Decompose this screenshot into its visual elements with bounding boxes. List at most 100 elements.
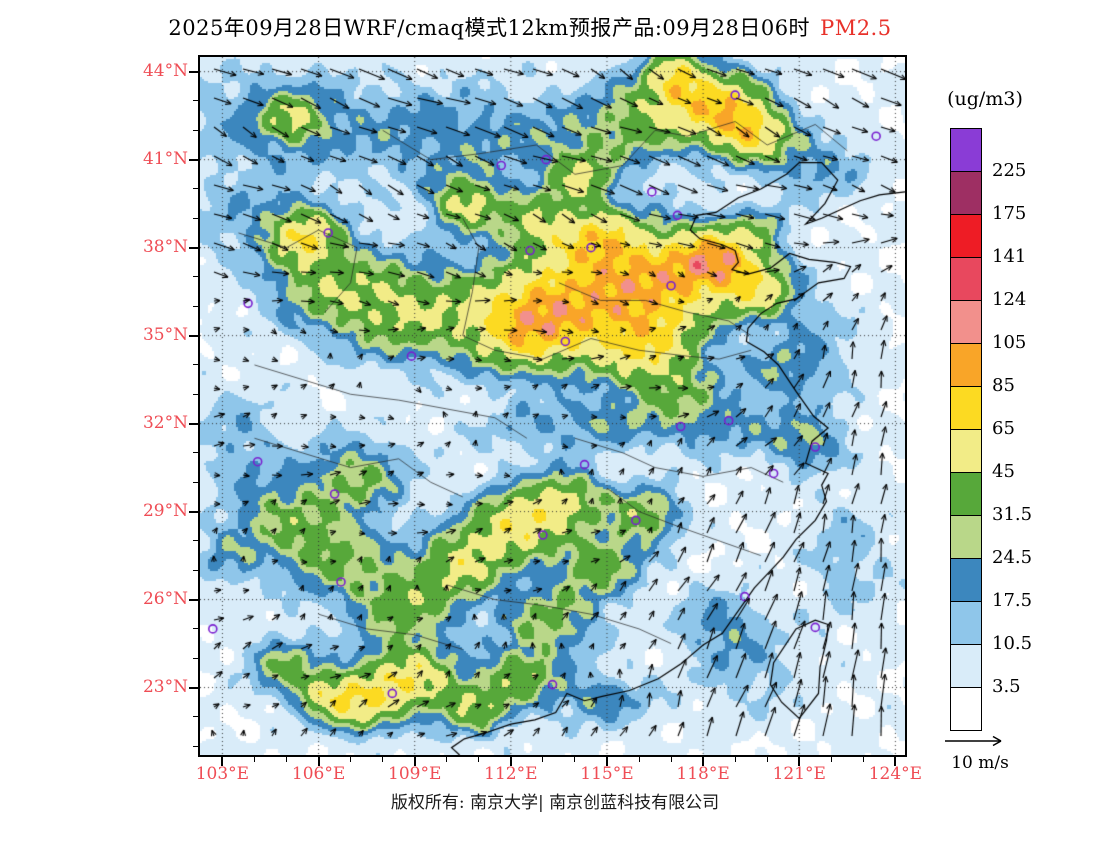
lat-tick-label: 38°N bbox=[142, 236, 188, 257]
lon-tick-minor bbox=[766, 757, 768, 762]
lat-tick-minor bbox=[193, 628, 198, 630]
colorbar-boundary-label: 175 bbox=[992, 203, 1027, 224]
colorbar-swatch bbox=[950, 257, 982, 301]
lat-tick-major bbox=[189, 70, 198, 73]
lat-tick-label: 41°N bbox=[142, 148, 188, 169]
lat-tick-major bbox=[189, 598, 198, 601]
colorbar bbox=[950, 128, 982, 731]
lon-tick-minor bbox=[830, 757, 832, 762]
lat-tick-label: 32°N bbox=[142, 412, 188, 433]
lon-tick-label: 115°E bbox=[580, 764, 634, 784]
colorbar-swatch bbox=[950, 601, 982, 645]
lon-tick-label: 112°E bbox=[484, 764, 538, 784]
lon-tick-minor bbox=[286, 757, 288, 762]
wind-reference-arrow bbox=[945, 735, 1002, 747]
lat-tick-major bbox=[189, 334, 198, 337]
colorbar-boundary-label: 105 bbox=[992, 332, 1027, 353]
lat-tick-minor bbox=[193, 716, 198, 718]
lat-tick-minor bbox=[193, 393, 198, 395]
lon-tick-label: 121°E bbox=[772, 764, 826, 784]
colorbar-boundary-label: 31.5 bbox=[992, 504, 1033, 525]
lon-tick-label: 118°E bbox=[676, 764, 730, 784]
colorbar-boundary-label: 3.5 bbox=[992, 676, 1021, 697]
lon-tick-minor bbox=[478, 757, 480, 762]
title-main: 2025年09月28日WRF/cmaq模式12km预报产品:09月28日06时 bbox=[168, 16, 811, 40]
lon-tick-major bbox=[702, 757, 705, 766]
lat-tick-minor bbox=[193, 540, 198, 542]
colorbar-boundary-label: 17.5 bbox=[992, 590, 1033, 611]
copyright-text: 版权所有: 南京大学| 南京创蓝科技有限公司 bbox=[390, 793, 720, 813]
lat-tick-label: 29°N bbox=[142, 500, 188, 521]
lon-tick-minor bbox=[253, 757, 255, 762]
lat-tick-label: 44°N bbox=[142, 60, 188, 81]
colorbar-swatch bbox=[950, 515, 982, 559]
lon-tick-minor bbox=[542, 757, 544, 762]
colorbar-swatch bbox=[950, 171, 982, 215]
lat-tick-major bbox=[189, 158, 198, 161]
lon-tick-minor bbox=[638, 757, 640, 762]
colorbar-swatch bbox=[950, 644, 982, 688]
lat-tick-major bbox=[189, 422, 198, 425]
lon-tick-major bbox=[798, 757, 801, 766]
colorbar-swatch bbox=[950, 128, 982, 172]
lat-tick-minor bbox=[193, 305, 198, 307]
colorbar-boundary-label: 85 bbox=[992, 375, 1015, 396]
lat-tick-minor bbox=[193, 276, 198, 278]
lon-tick-minor bbox=[446, 757, 448, 762]
lat-tick-minor bbox=[193, 217, 198, 219]
lon-tick-label: 106°E bbox=[291, 764, 346, 784]
lat-tick-minor bbox=[193, 569, 198, 571]
colorbar-boundary-label: 24.5 bbox=[992, 547, 1033, 568]
pm25-map-canvas bbox=[200, 57, 905, 755]
lon-tick-minor bbox=[734, 757, 736, 762]
lat-tick-minor bbox=[193, 188, 198, 190]
colorbar-swatch bbox=[950, 300, 982, 344]
lon-tick-major bbox=[605, 757, 608, 766]
lat-tick-minor bbox=[193, 452, 198, 454]
lon-tick-major bbox=[413, 757, 416, 766]
lat-tick-major bbox=[189, 246, 198, 249]
lat-tick-label: 26°N bbox=[142, 588, 188, 609]
map-frame bbox=[198, 55, 907, 757]
colorbar-unit-label: (ug/m3) bbox=[947, 88, 1023, 110]
lat-tick-minor bbox=[193, 100, 198, 102]
colorbar-boundary-label: 45 bbox=[992, 461, 1015, 482]
lat-tick-major bbox=[189, 510, 198, 513]
lon-tick-major bbox=[221, 757, 224, 766]
lon-tick-label: 124°E bbox=[868, 764, 923, 784]
lon-tick-label: 109°E bbox=[388, 764, 442, 784]
colorbar-swatch bbox=[950, 429, 982, 473]
colorbar-swatch bbox=[950, 214, 982, 258]
colorbar-swatch bbox=[950, 343, 982, 387]
lon-tick-minor bbox=[670, 757, 672, 762]
lon-tick-minor bbox=[382, 757, 384, 762]
lon-tick-major bbox=[509, 757, 512, 766]
colorbar-boundary-label: 225 bbox=[992, 160, 1027, 181]
lat-tick-minor bbox=[193, 745, 198, 747]
lat-tick-minor bbox=[193, 657, 198, 659]
lon-tick-minor bbox=[862, 757, 864, 762]
page-title: 2025年09月28日WRF/cmaq模式12km预报产品:09月28日06时 P… bbox=[150, 12, 910, 42]
colorbar-swatch bbox=[950, 687, 982, 731]
lat-tick-minor bbox=[193, 364, 198, 366]
colorbar-boundary-label: 124 bbox=[992, 289, 1027, 310]
lat-tick-minor bbox=[193, 481, 198, 483]
colorbar-boundary-label: 65 bbox=[992, 418, 1015, 439]
colorbar-swatch bbox=[950, 386, 982, 430]
lon-tick-label: 103°E bbox=[195, 764, 250, 784]
colorbar-boundary-label: 141 bbox=[992, 246, 1027, 267]
lat-tick-major bbox=[189, 686, 198, 689]
lon-tick-minor bbox=[574, 757, 576, 762]
colorbar-swatch bbox=[950, 472, 982, 516]
lon-tick-minor bbox=[350, 757, 352, 762]
lat-tick-minor bbox=[193, 129, 198, 131]
title-pollutant: PM2.5 bbox=[820, 16, 892, 40]
lon-tick-major bbox=[317, 757, 320, 766]
lat-tick-label: 35°N bbox=[142, 324, 188, 345]
lon-tick-major bbox=[894, 757, 897, 766]
lat-tick-label: 23°N bbox=[142, 676, 188, 697]
colorbar-boundary-label: 10.5 bbox=[992, 633, 1033, 654]
wind-reference-label: 10 m/s bbox=[951, 753, 1009, 773]
colorbar-swatch bbox=[950, 558, 982, 602]
